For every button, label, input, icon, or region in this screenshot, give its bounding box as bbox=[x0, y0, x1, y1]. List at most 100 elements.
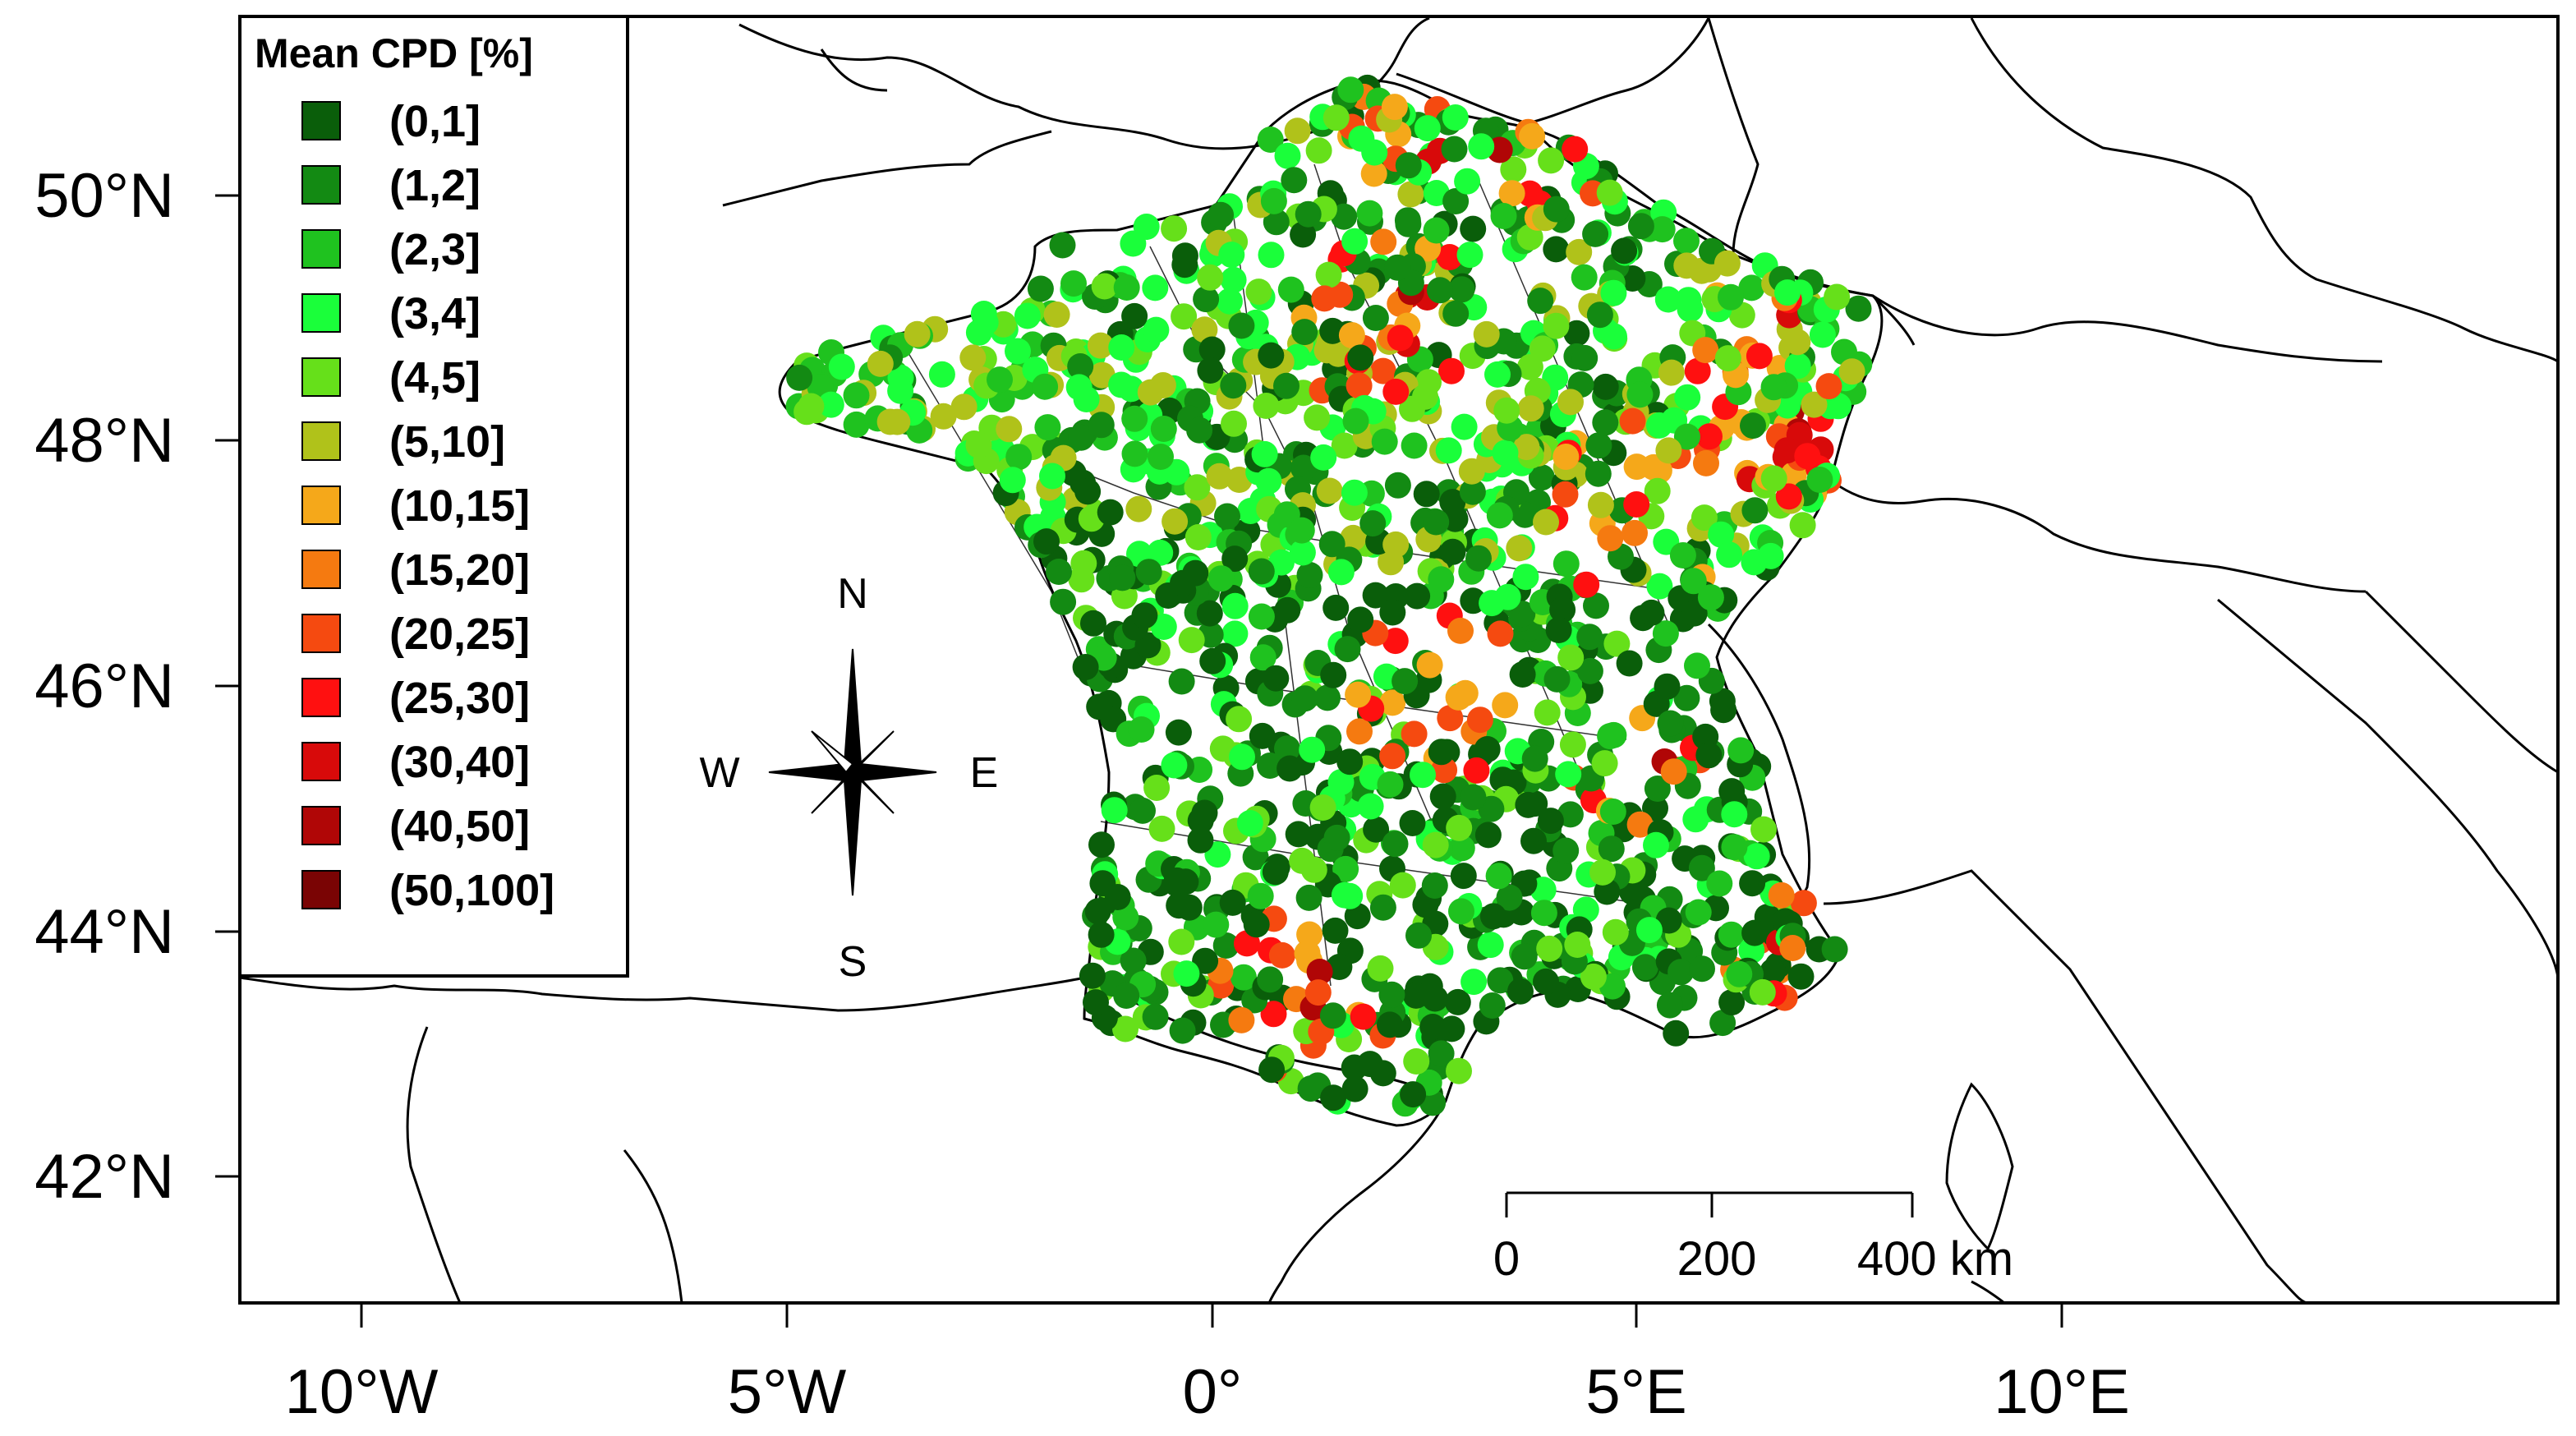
station-point bbox=[1580, 963, 1607, 990]
station-point bbox=[1187, 826, 1214, 854]
station-point bbox=[1419, 1089, 1447, 1116]
station-point bbox=[1168, 928, 1195, 955]
station-point bbox=[1079, 962, 1106, 989]
station-point bbox=[1178, 627, 1205, 654]
station-point bbox=[1413, 481, 1440, 508]
station-point bbox=[1460, 784, 1487, 811]
station-point bbox=[1318, 531, 1346, 558]
station-point bbox=[1101, 797, 1128, 824]
station-point bbox=[1263, 665, 1290, 692]
station-point bbox=[1473, 320, 1500, 347]
station-point bbox=[1168, 668, 1195, 695]
station-point bbox=[1248, 603, 1275, 630]
station-point bbox=[1304, 979, 1332, 1006]
legend-swatch bbox=[301, 870, 341, 909]
station-point bbox=[1794, 443, 1821, 470]
station-point bbox=[1108, 334, 1135, 361]
station-point bbox=[1486, 502, 1513, 529]
station-point bbox=[1387, 324, 1414, 352]
legend-label: (5,10] bbox=[389, 417, 505, 467]
station-point bbox=[1477, 932, 1504, 959]
station-point bbox=[1447, 617, 1474, 644]
station-point bbox=[1392, 668, 1419, 695]
station-point bbox=[1382, 628, 1409, 655]
station-point bbox=[1534, 699, 1561, 726]
legend-label: (1,2] bbox=[389, 161, 481, 210]
station-point bbox=[867, 350, 894, 377]
station-point bbox=[1014, 302, 1041, 329]
station-point bbox=[1257, 127, 1284, 153]
station-point bbox=[1191, 316, 1218, 343]
station-point bbox=[1474, 736, 1501, 762]
station-point bbox=[1623, 491, 1650, 518]
station-point bbox=[1576, 657, 1603, 684]
lon-tick-label: 0° bbox=[1183, 1357, 1243, 1427]
station-point bbox=[1801, 391, 1828, 418]
station-point bbox=[1422, 985, 1448, 1012]
station-point bbox=[1521, 745, 1548, 772]
lon-tick-label: 10°E bbox=[1994, 1357, 2130, 1427]
station-point bbox=[1208, 201, 1235, 228]
station-point bbox=[1527, 288, 1554, 315]
station-point bbox=[1274, 596, 1301, 624]
station-point bbox=[1378, 981, 1405, 1008]
station-point bbox=[1088, 831, 1115, 858]
station-point bbox=[1421, 872, 1448, 899]
station-point bbox=[1493, 397, 1520, 424]
station-point bbox=[1784, 329, 1811, 356]
station-point bbox=[1320, 1084, 1347, 1112]
station-point bbox=[1656, 992, 1683, 1019]
station-point bbox=[1043, 301, 1070, 328]
station-point bbox=[887, 377, 914, 404]
station-point bbox=[1721, 834, 1748, 861]
station-point bbox=[1357, 793, 1384, 820]
station-point bbox=[1162, 508, 1189, 535]
station-point bbox=[1479, 992, 1506, 1019]
station-point bbox=[1171, 303, 1198, 330]
station-point bbox=[1208, 565, 1235, 592]
station-point bbox=[1184, 474, 1211, 501]
station-point bbox=[1342, 407, 1369, 435]
station-point bbox=[965, 431, 992, 458]
station-point bbox=[1549, 596, 1576, 624]
station-point bbox=[1552, 550, 1580, 578]
station-point bbox=[1214, 503, 1240, 530]
station-point bbox=[1688, 854, 1715, 881]
station-point bbox=[1571, 264, 1598, 291]
station-point bbox=[1585, 432, 1612, 459]
station-point bbox=[1039, 463, 1065, 490]
station-point bbox=[1649, 216, 1676, 243]
station-point bbox=[1498, 180, 1525, 207]
station-point bbox=[1260, 187, 1287, 214]
station-point bbox=[1199, 647, 1226, 674]
station-point bbox=[1456, 242, 1484, 269]
station-point bbox=[1382, 531, 1410, 558]
legend-label: (50,100] bbox=[389, 866, 554, 915]
station-point bbox=[1377, 1011, 1403, 1038]
station-point bbox=[1760, 958, 1787, 985]
station-point bbox=[1600, 323, 1627, 350]
station-point bbox=[1555, 761, 1582, 788]
station-point bbox=[1384, 254, 1411, 281]
station-point bbox=[1341, 479, 1368, 506]
station-point bbox=[1367, 955, 1394, 982]
station-point bbox=[1032, 373, 1059, 400]
station-point bbox=[1347, 344, 1374, 371]
station-point bbox=[1395, 152, 1422, 179]
station-point bbox=[1465, 545, 1492, 572]
station-point bbox=[1150, 614, 1177, 640]
station-point bbox=[1543, 236, 1570, 263]
scale-label: 400 km bbox=[1857, 1232, 2013, 1286]
station-point bbox=[1714, 345, 1741, 372]
station-point bbox=[1442, 300, 1470, 327]
station-point bbox=[999, 467, 1026, 494]
station-point bbox=[1439, 538, 1466, 565]
station-point bbox=[1697, 584, 1724, 611]
station-point bbox=[884, 408, 911, 435]
station-point bbox=[1334, 636, 1361, 663]
station-point bbox=[1528, 464, 1555, 491]
station-point bbox=[1512, 564, 1539, 591]
legend-swatch bbox=[301, 101, 341, 140]
lon-tick-label: 5°E bbox=[1585, 1357, 1686, 1427]
compass-south-label: S bbox=[839, 938, 867, 986]
